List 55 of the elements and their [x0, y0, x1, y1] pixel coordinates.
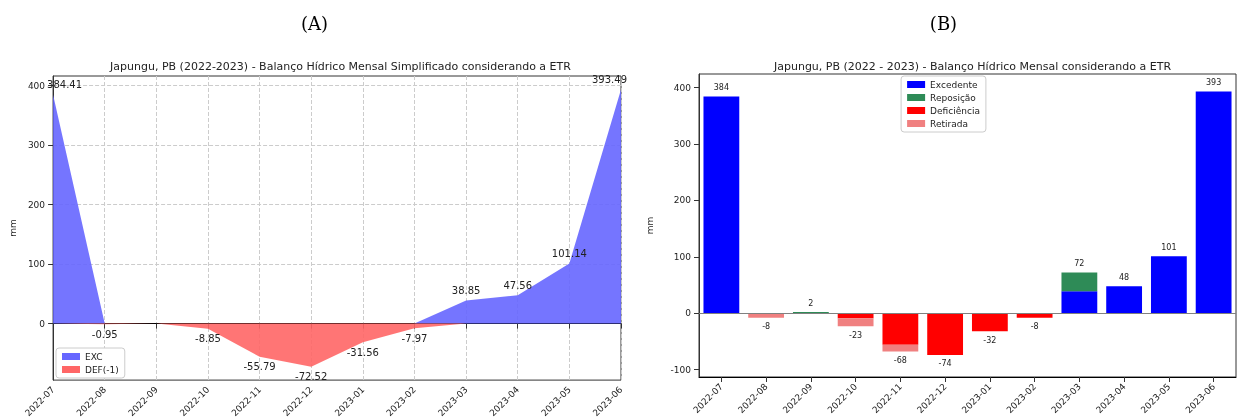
y-tick-label: 100 — [27, 259, 46, 270]
total-label: -8 — [762, 322, 771, 332]
total-label: 393 — [1205, 77, 1222, 87]
y-tick-label: 200 — [673, 195, 692, 206]
total-label: 101 — [1161, 242, 1177, 252]
y-tick-label: 0 — [685, 308, 692, 319]
bar — [882, 344, 919, 352]
bar — [1061, 272, 1098, 292]
data-label: -31.56 — [346, 346, 379, 358]
y-tick-label: 200 — [27, 199, 46, 210]
legend-label: Excedente — [930, 79, 978, 90]
y-axis-title: mm — [7, 219, 18, 237]
total-label: -8 — [1030, 322, 1039, 332]
data-label: -7.97 — [401, 332, 428, 344]
bar — [1195, 91, 1232, 314]
data-label: -0.95 — [91, 328, 118, 340]
total-label: 72 — [1074, 259, 1085, 269]
y-axis-title: mm — [644, 216, 655, 235]
total-label: -32 — [983, 335, 997, 345]
bar — [1150, 256, 1187, 314]
bar — [1061, 291, 1098, 314]
y-tick-label: 100 — [673, 251, 692, 262]
total-label: -68 — [893, 356, 907, 366]
total-label: 2 — [808, 298, 814, 308]
y-tick-label: 0 — [39, 318, 46, 329]
text: (B) — [929, 12, 958, 34]
text: (A) — [300, 12, 329, 34]
legend-label: Retirada — [930, 118, 968, 129]
y-tick-label: 300 — [673, 138, 692, 149]
bar — [882, 313, 919, 345]
legend-label: EXC — [85, 351, 103, 362]
bar — [837, 318, 874, 327]
y-tick-label: 400 — [27, 80, 46, 91]
chart-title: Japungu, PB (2022 - 2023) - Balanço Hídrico Mensal considerando a ETR — [772, 60, 1172, 73]
y-tick-label: 400 — [673, 82, 692, 93]
y-tick-label: 300 — [27, 140, 46, 151]
bar — [971, 313, 1008, 332]
y-tick-label: -100 — [670, 364, 692, 375]
data-label: 38.85 — [451, 284, 481, 296]
total-label: 384 — [713, 83, 730, 93]
data-label: 47.56 — [503, 279, 533, 291]
bar — [927, 313, 964, 355]
data-label: -8.85 — [195, 333, 221, 345]
bar — [1106, 286, 1143, 314]
bar — [703, 96, 740, 314]
data-label: -55.79 — [243, 361, 276, 373]
data-label: -72.52 — [295, 371, 328, 383]
data-label: 393.49 — [592, 73, 627, 85]
legend-label: DEF(-1) — [85, 364, 119, 375]
total-label: -23 — [849, 330, 863, 340]
legend-label: Reposição — [930, 92, 977, 103]
legend-label: Deficiência — [930, 105, 980, 116]
total-label: 48 — [1119, 272, 1130, 282]
total-label: -74 — [938, 359, 952, 369]
chart-title: Japungu, PB (2022-2023) - Balanço Hídrico Mensal Simplificado considerando a ETR — [109, 60, 572, 73]
